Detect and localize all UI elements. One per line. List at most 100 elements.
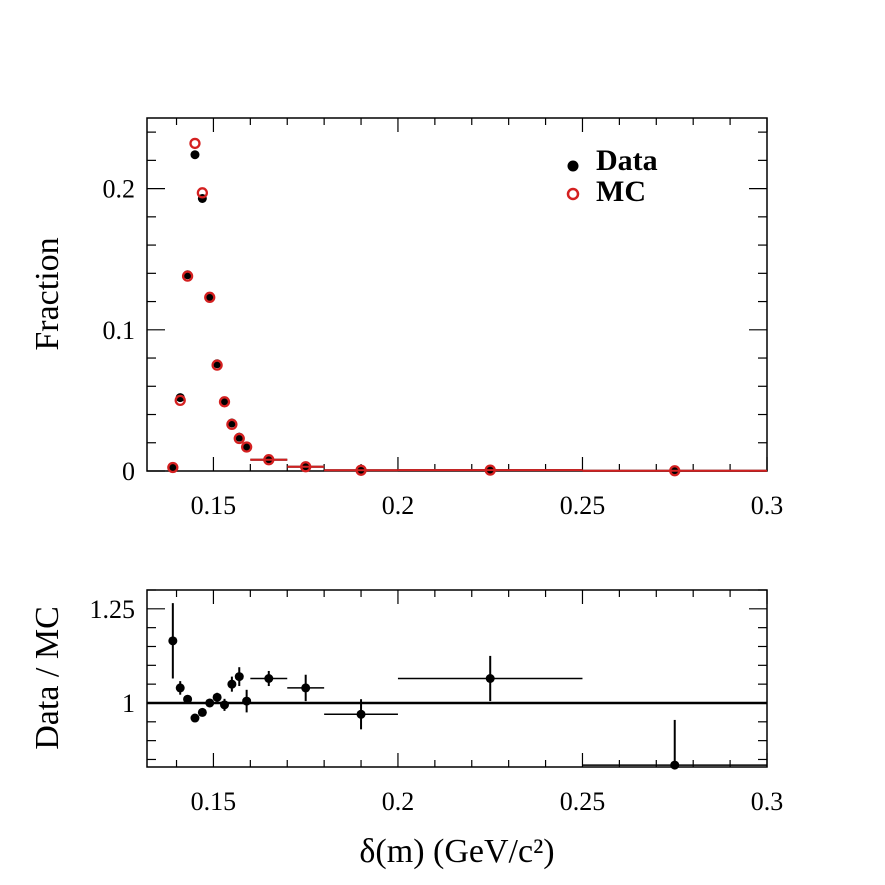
top-y-axis-title: Fraction <box>29 237 66 350</box>
mc-point <box>582 465 767 477</box>
bottom-y-tick-label: 1.25 <box>90 595 136 624</box>
mc-point <box>196 187 209 199</box>
mc-marker <box>669 465 681 477</box>
ratio-point <box>324 699 398 730</box>
top-panel: 0.15 0.2 0.25 0.3 0 0.1 0.2 Fraction Data MC <box>29 117 784 520</box>
ratio-point <box>250 670 288 687</box>
mc-marker <box>300 461 312 473</box>
ratio-marker <box>168 636 178 646</box>
bottom-panel: 0.15 0.2 0.25 0.3 1 1.25 Data / MC δ(m) (GeV/… <box>29 589 784 870</box>
mc-marker <box>233 432 245 445</box>
bottom-y-axis-title: Data / MC <box>29 606 66 750</box>
data-marker <box>220 397 229 407</box>
bottom-x-tick-label: 0.3 <box>751 787 784 816</box>
mc-marker <box>181 270 194 282</box>
ratio-marker <box>175 683 185 693</box>
mc-point <box>226 418 238 431</box>
ratio-marker <box>356 709 366 719</box>
legend: Data MC <box>566 144 658 208</box>
data-point <box>242 442 252 452</box>
legend-marker-mc <box>566 187 580 201</box>
mc-marker <box>226 418 238 431</box>
mc-marker <box>240 441 253 453</box>
bottom-x-tick-label: 0.2 <box>382 787 415 816</box>
ratio-marker <box>227 679 237 689</box>
mc-marker <box>167 461 179 474</box>
ratio-marker <box>205 698 215 708</box>
mc-point <box>324 464 398 476</box>
ratio-marker <box>212 692 222 702</box>
mc-point <box>211 359 223 371</box>
mc-point <box>167 461 179 474</box>
ratio-point <box>205 698 215 708</box>
ratio-marker <box>197 707 207 717</box>
ratio-point <box>582 719 767 770</box>
top-x-tick-label: 0.25 <box>560 491 606 520</box>
mc-marker <box>196 187 209 199</box>
legend-label-data: Data <box>596 144 658 177</box>
mc-point <box>287 461 325 473</box>
top-ticks <box>147 118 768 472</box>
mc-point <box>218 396 231 408</box>
ratio-marker <box>183 694 193 704</box>
mc-marker <box>211 359 223 371</box>
data-point <box>190 150 200 160</box>
mc-marker <box>218 396 231 408</box>
mc-marker <box>355 464 367 476</box>
bottom-x-tick-label: 0.25 <box>560 787 606 816</box>
ratio-point <box>197 707 207 717</box>
ratio-marker <box>242 696 252 706</box>
mc-point <box>174 394 186 407</box>
top-data-marks <box>167 137 767 477</box>
legend-label-mc: MC <box>596 175 646 208</box>
ratio-point <box>242 689 252 713</box>
bottom-data-marks <box>168 603 767 770</box>
ratio-marker <box>301 683 311 693</box>
ratio-point <box>183 694 193 704</box>
ratio-marker <box>234 672 244 682</box>
data-marker <box>242 442 252 452</box>
ratio-point <box>220 698 229 711</box>
mc-marker <box>204 291 216 303</box>
top-y-tick-label: 0.2 <box>103 175 136 204</box>
bottom-x-tick-label: 0.15 <box>191 787 237 816</box>
ratio-point <box>227 676 237 692</box>
ratio-point <box>175 681 185 695</box>
data-marker <box>205 292 215 302</box>
top-plot-frame <box>146 117 768 472</box>
mc-point <box>233 432 245 445</box>
mc-point <box>204 291 216 303</box>
top-tick-labels: 0.15 0.2 0.25 0.3 0 0.1 0.2 <box>103 175 784 520</box>
ratio-marker <box>264 674 274 683</box>
top-y-tick-label: 0.1 <box>103 316 136 345</box>
ratio-marker <box>220 700 229 710</box>
data-marker <box>190 150 200 160</box>
ratio-point <box>212 692 222 702</box>
data-point <box>205 292 215 302</box>
mc-marker <box>174 394 186 407</box>
ratio-marker <box>485 674 495 683</box>
bottom-tick-labels: 0.15 0.2 0.25 0.3 1 1.25 <box>90 595 784 816</box>
top-x-tick-label: 0.2 <box>382 491 415 520</box>
bottom-plot-frame <box>146 589 768 768</box>
mc-marker <box>484 464 496 476</box>
x-axis-title: δ(m) (GeV/c²) <box>359 833 554 870</box>
mc-point <box>240 441 253 453</box>
data-point <box>220 397 229 407</box>
mc-point <box>250 454 288 466</box>
ratio-marker <box>190 713 200 723</box>
ratio-point <box>168 603 178 679</box>
mc-point <box>397 464 583 476</box>
ratio-point <box>234 667 244 687</box>
mc-marker <box>189 137 201 150</box>
bottom-y-tick-label: 1 <box>122 689 135 718</box>
top-x-tick-label: 0.3 <box>751 491 784 520</box>
ratio-point <box>190 713 200 723</box>
mc-point <box>181 270 194 282</box>
top-x-tick-label: 0.15 <box>191 491 237 520</box>
legend-marker-data <box>567 160 579 172</box>
ratio-point <box>287 674 325 702</box>
ratio-marker <box>670 760 680 770</box>
top-y-tick-label: 0 <box>122 457 135 486</box>
